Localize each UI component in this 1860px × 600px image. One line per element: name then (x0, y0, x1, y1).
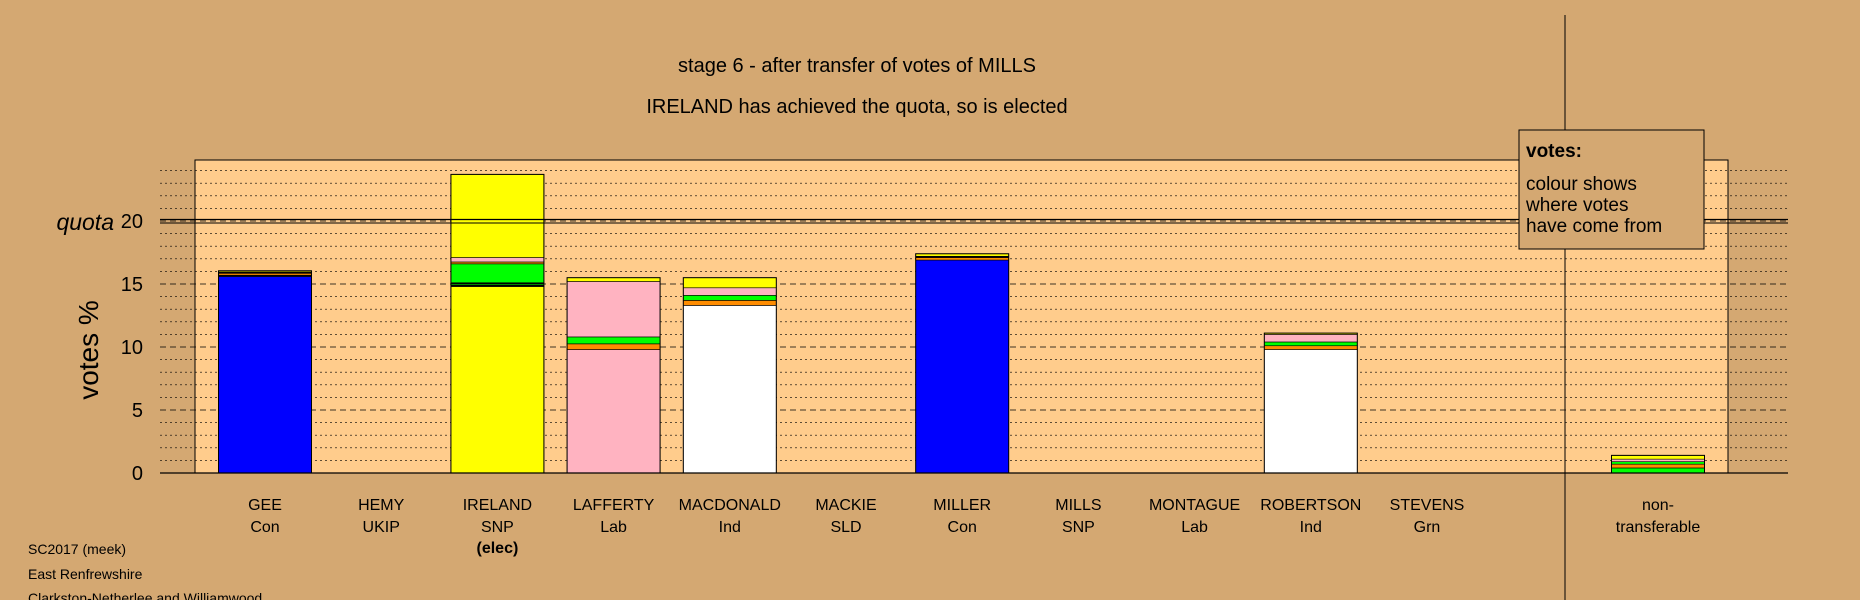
bar-segment-sld (566, 343, 661, 350)
bar-segment-grn (682, 295, 777, 301)
legend-title: votes: (1526, 141, 1582, 162)
candidate-name-label: MONTAGUE (1149, 497, 1240, 514)
bar-gee (218, 270, 312, 474)
nontransferable-label: non- (1642, 497, 1674, 514)
candidate-name-label: IRELAND (463, 497, 532, 514)
bar-segment-snp (682, 277, 777, 289)
bar-nontransferable (1611, 454, 1705, 474)
bar-segment-sld (682, 300, 777, 306)
bar-segment-sld (1611, 463, 1705, 469)
footer-method: SC2017 (meek) (28, 541, 126, 557)
party-label: Lab (1181, 519, 1208, 536)
bar-segment-snp (450, 286, 545, 474)
bar-segment-lab (450, 257, 545, 263)
nontransferable-label: transferable (1616, 519, 1701, 536)
bar-segment-ind (1264, 349, 1358, 474)
party-label: UKIP (363, 519, 400, 536)
x-axis-labels: GEE Con HEMY UKIP IRELAND SNP (elec) LAFFERTY La… (248, 497, 1700, 557)
candidate-name-label: MILLER (933, 497, 991, 514)
bar-segment-grn (1264, 341, 1358, 347)
bar-segment-lab (1264, 334, 1358, 343)
bars (218, 173, 1705, 474)
bar-segment-snp (566, 277, 661, 282)
candidate-name-label: MACKIE (815, 497, 876, 514)
bar-segment-con (915, 259, 1010, 474)
y-axis-ticks: 0 5 10 15 20 (121, 211, 143, 485)
party-label: Lab (600, 519, 627, 536)
bar-segment-snp (450, 174, 545, 258)
legend: votes: colour shows where votes have com… (1518, 129, 1705, 250)
candidate-name-label: STEVENS (1390, 497, 1465, 514)
bar-robertson (1263, 332, 1358, 474)
bar-segment-grn (1611, 467, 1705, 474)
bar-segment-grn (1611, 461, 1705, 465)
bar-macdonald (682, 277, 777, 474)
y-axis-label: votes % (73, 300, 104, 400)
party-label: SNP (1062, 519, 1095, 536)
quota-label: quota (56, 209, 114, 235)
chart-title: stage 6 - after transfer of votes of MIL… (678, 55, 1036, 77)
bar-segment-con (218, 276, 312, 474)
legend-box (1518, 129, 1705, 250)
y-tick-label: 10 (121, 337, 143, 359)
elected-note: (elec) (477, 540, 519, 557)
bar-segment-lab (1611, 458, 1705, 462)
bar-segment-grn (450, 263, 545, 284)
y-tick-label: 0 (132, 463, 143, 485)
bar-lafferty (566, 277, 661, 474)
footer-ward: Clarkston-Netherlee and Williamwood (28, 590, 262, 600)
party-label: Ind (719, 519, 741, 536)
party-label: Con (250, 519, 279, 536)
party-label: Con (948, 519, 977, 536)
bar-segment-lab (566, 281, 661, 338)
y-tick-label: 5 (132, 400, 143, 422)
party-label: Ind (1300, 519, 1322, 536)
candidate-name-label: ROBERTSON (1260, 497, 1361, 514)
legend-line: where votes (1525, 195, 1628, 216)
bar-segment-sld (1264, 345, 1358, 350)
bar-segment-grn (566, 336, 661, 345)
bar-segment-snp (1611, 455, 1705, 460)
bar-miller (915, 253, 1010, 474)
y-tick-label: 15 (121, 274, 143, 296)
legend-line: colour shows (1526, 174, 1637, 195)
candidate-name-label: GEE (248, 497, 282, 514)
footer-council: East Renfrewshire (28, 566, 143, 582)
candidate-name-label: HEMY (358, 497, 405, 514)
legend-line: have come from (1526, 216, 1662, 237)
candidate-name-label: MILLS (1055, 497, 1101, 514)
bar-segment-ind (682, 305, 777, 474)
candidate-name-label: LAFFERTY (573, 497, 655, 514)
bar-segment-sld (915, 257, 1010, 261)
bar-ireland (450, 173, 545, 474)
y-tick-label: 20 (121, 211, 143, 233)
party-label: SLD (830, 519, 861, 536)
chart-subtitle: IRELAND has achieved the quota, so is el… (646, 96, 1067, 118)
candidate-name-label: MACDONALD (679, 497, 781, 514)
bar-segment-lab (566, 349, 661, 474)
party-label: Grn (1414, 519, 1441, 536)
party-label: SNP (481, 519, 514, 536)
bar-segment-lab (682, 287, 777, 296)
